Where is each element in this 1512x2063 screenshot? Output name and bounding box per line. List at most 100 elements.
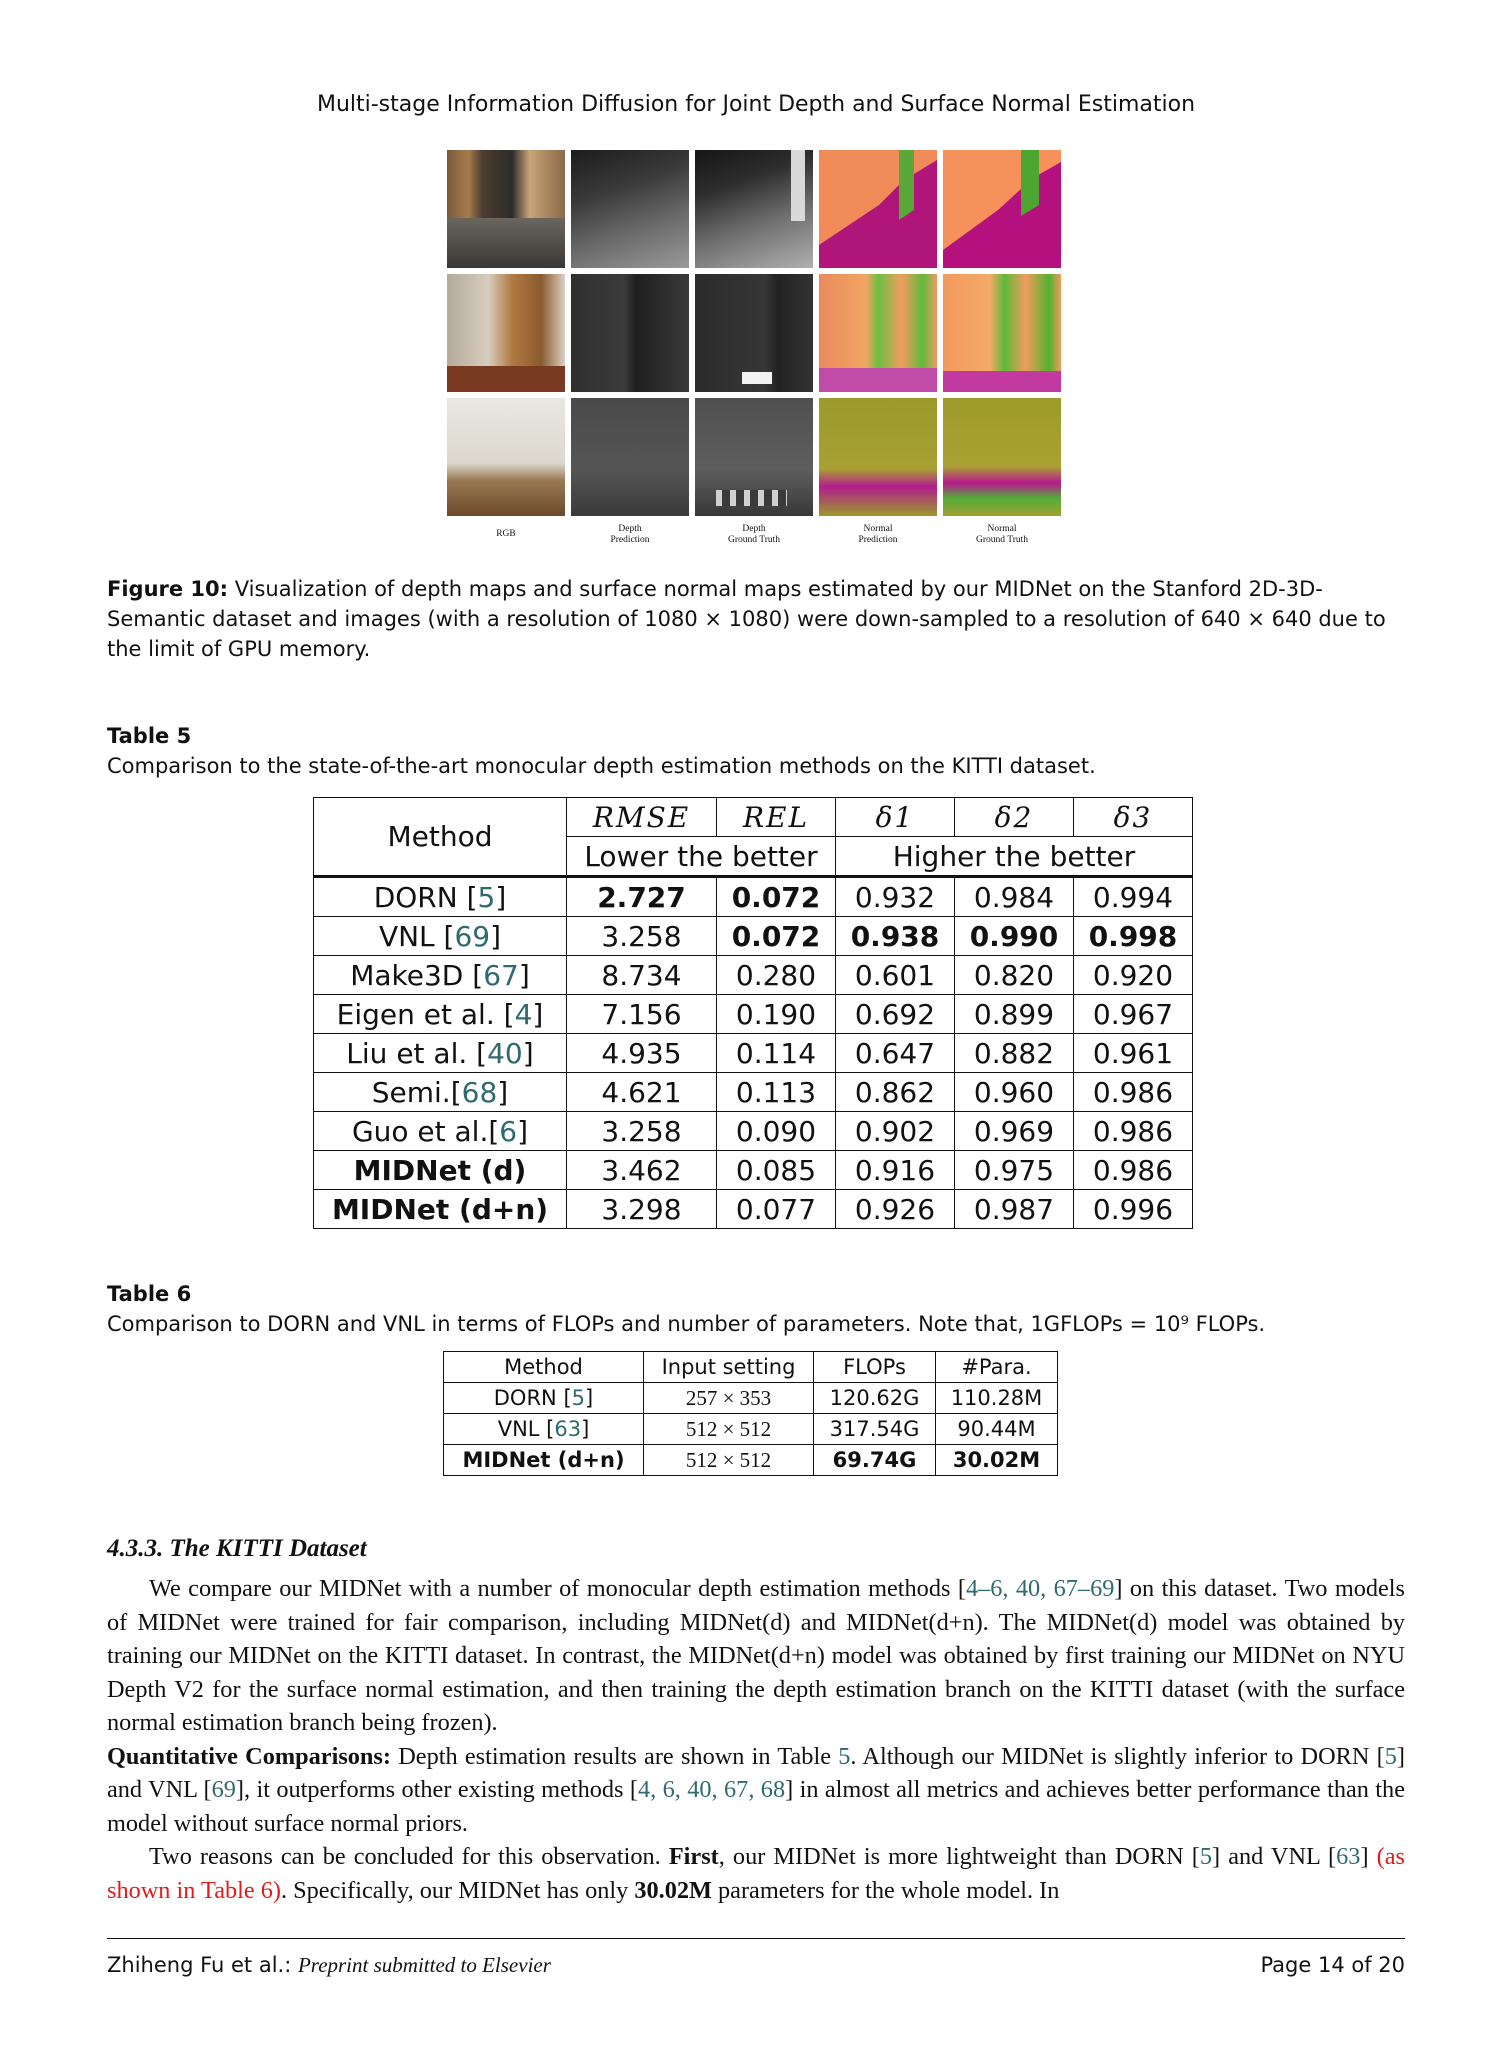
table-6-title: Table 6: [107, 1282, 192, 1306]
table-row: VNL [69] 3.258 0.072 0.938 0.990 0.998: [313, 916, 1193, 956]
header-flops: FLOPs: [813, 1351, 936, 1383]
rmse-cell: 7.156: [566, 994, 717, 1034]
depth-prediction-3: [571, 398, 689, 516]
depth-ground-truth-1: [695, 150, 813, 268]
table-link[interactable]: 5: [838, 1742, 851, 1770]
section-body: We compare our MIDNet with a number of m…: [107, 1572, 1405, 1907]
citation-link[interactable]: 4, 6, 40, 67, 68: [638, 1776, 786, 1803]
table-5: Method RMSE REL δ1 δ2 δ3 Lower the bette…: [313, 797, 1193, 1229]
section-heading: 4.3.3. The KITTI Dataset: [107, 1535, 367, 1562]
rmse-cell: 3.298: [566, 1189, 717, 1229]
header-input-setting: Input setting: [643, 1351, 814, 1383]
table-row: Make3D [67] 8.734 0.280 0.601 0.820 0.920: [313, 955, 1193, 995]
d3-cell: 0.967: [1073, 994, 1193, 1034]
citation-link[interactable]: 5: [1199, 1843, 1213, 1870]
citation-link[interactable]: 5: [571, 1386, 586, 1410]
citation-link[interactable]: 4: [514, 997, 533, 1031]
method-cell: Liu et al. [40]: [313, 1033, 567, 1073]
label-depth-ground-truth: Depth Ground Truth: [728, 524, 780, 545]
citation-link[interactable]: 4–6, 40, 67–69: [965, 1575, 1115, 1602]
d3-cell: 0.998: [1073, 916, 1193, 956]
paragraph-2: Quantitative Comparisons: Depth estimati…: [107, 1740, 1405, 1841]
figure-10-label: Figure 10:: [107, 577, 229, 601]
citation-link[interactable]: 67: [483, 958, 519, 992]
emphasis: 30.02M: [634, 1876, 712, 1904]
rel-cell: 0.280: [716, 955, 836, 995]
method-cell: Make3D [67]: [313, 955, 567, 995]
d2-cell: 0.899: [954, 994, 1074, 1034]
text: parameters for the whole model. In: [711, 1876, 1060, 1904]
method-separator: [495, 998, 504, 1031]
d2-cell: 0.820: [954, 955, 1074, 995]
d2-cell: 0.975: [954, 1150, 1074, 1190]
rgb-image-classroom: [447, 398, 565, 516]
citation-link[interactable]: 69: [211, 1776, 236, 1803]
running-head: Multi-stage Information Diffusion for Jo…: [316, 92, 1196, 117]
emphasis: First: [668, 1843, 719, 1870]
d1-cell: 0.601: [835, 955, 955, 995]
method-cell: Semi.[68]: [313, 1072, 567, 1112]
footer-venue: Preprint submitted to Elsevier: [297, 1953, 551, 1977]
text: , our MIDNet is more lightweight than DO…: [718, 1843, 1200, 1870]
text: ] on this dataset. Two models of MIDNet …: [107, 1575, 1406, 1736]
d1-cell: 0.902: [835, 1111, 955, 1151]
text: ] and VNL [: [107, 1742, 1405, 1804]
figure-10-caption: Figure 10: Visualization of depth maps a…: [107, 574, 1405, 664]
rgb-image-door: [447, 274, 565, 392]
citation-link[interactable]: 68: [461, 1075, 498, 1109]
d1-cell: 0.926: [835, 1189, 955, 1229]
citation-link[interactable]: 6: [499, 1114, 518, 1148]
highlighted-table-reference[interactable]: (as shown in Table 6): [107, 1843, 1405, 1904]
method-name: DORN: [373, 880, 458, 914]
depth-prediction-2: [571, 274, 689, 392]
d1-cell: 0.692: [835, 994, 955, 1034]
params-cell: 110.28M: [935, 1382, 1058, 1414]
rgb-image-hallway: [447, 150, 565, 268]
method-name: VNL: [378, 919, 435, 953]
citation-link[interactable]: 5: [477, 880, 496, 914]
table-row: MIDNet (d+n) 3.298 0.077 0.926 0.987 0.996: [313, 1189, 1193, 1229]
rel-cell: 0.085: [716, 1150, 836, 1190]
rmse-cell: 8.734: [566, 955, 717, 995]
method-name: MIDNet (d): [353, 1153, 527, 1187]
rel-cell: 0.072: [716, 876, 836, 917]
method-name: Liu et al.: [346, 1036, 468, 1070]
d2-cell: 0.960: [954, 1072, 1074, 1112]
figure-column-labels: RGB Depth Prediction Depth Ground Truth …: [447, 524, 1061, 546]
method-name: Guo et al.: [351, 1114, 489, 1148]
method-separator: [463, 959, 472, 992]
table-row: DORN [5] 2.727 0.072 0.932 0.984 0.994: [313, 876, 1193, 917]
page-number: Page 14 of 20: [1260, 1953, 1405, 1977]
method-cell: MIDNet (d+n): [443, 1444, 644, 1476]
rel-cell: 0.090: [716, 1111, 836, 1151]
citation-link[interactable]: 40: [487, 1036, 523, 1070]
citation-link[interactable]: 69: [454, 919, 491, 953]
paragraph-1: We compare our MIDNet with a number of m…: [107, 1572, 1405, 1740]
input-setting-cell: 512 × 512: [643, 1413, 814, 1445]
params-cell: 30.02M: [935, 1444, 1058, 1476]
method-name: MIDNet (d+n): [462, 1448, 625, 1472]
table-5-caption: Comparison to the state-of-the-art monoc…: [107, 754, 1096, 778]
rel-cell: 0.114: [716, 1033, 836, 1073]
table-row: Guo et al.[6] 3.258 0.090 0.902 0.969 0.986: [313, 1111, 1193, 1151]
d2-cell: 0.969: [954, 1111, 1074, 1151]
text: . Although our MIDNet is slightly inferi…: [850, 1742, 1385, 1770]
depth-ground-truth-3: [695, 398, 813, 516]
text: Two reasons can be concluded for this ob…: [149, 1843, 669, 1870]
citation-link[interactable]: 63: [1336, 1843, 1361, 1870]
citation-link[interactable]: 5: [1384, 1742, 1397, 1770]
header-delta3: δ3: [1073, 797, 1193, 837]
paragraph-3: Two reasons can be concluded for this ob…: [107, 1840, 1405, 1907]
method-cell: DORN [5]: [443, 1382, 644, 1414]
table-row: DORN [5] 257 × 353 120.62G 110.28M: [443, 1382, 1058, 1414]
text: ]: [1360, 1843, 1377, 1870]
d3-cell: 0.961: [1073, 1033, 1193, 1073]
rel-cell: 0.190: [716, 994, 836, 1034]
params-cell: 90.44M: [935, 1413, 1058, 1445]
label-normal-ground-truth: Normal Ground Truth: [976, 524, 1028, 545]
citation-link[interactable]: 63: [554, 1417, 582, 1441]
method-cell: MIDNet (d): [313, 1150, 567, 1190]
text: Depth estimation results are shown in Ta…: [390, 1742, 839, 1770]
method-cell: VNL [69]: [313, 916, 567, 956]
rmse-cell: 3.258: [566, 916, 717, 956]
